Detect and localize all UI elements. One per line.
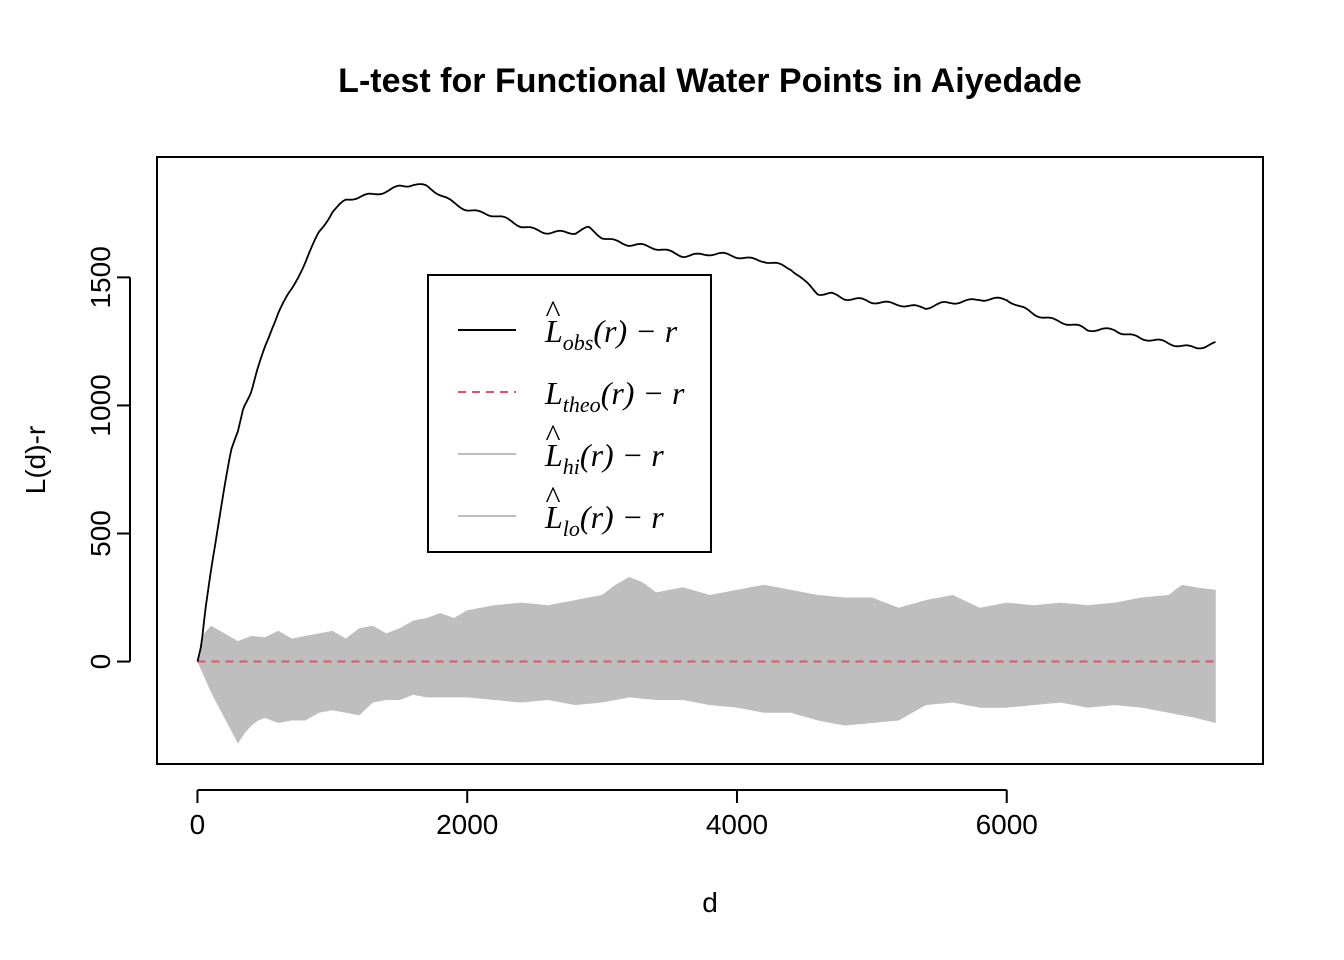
- chart-title: L-test for Functional Water Points in Ai…: [338, 62, 1082, 100]
- envelope-layer: [197, 577, 1216, 744]
- legend-label: Lhi(r) − r: [544, 437, 664, 479]
- series-obs-line: [196, 183, 1216, 662]
- legend-item-theo: Ltheo(r) − r: [458, 375, 685, 417]
- legend-hat-icon: ^: [545, 293, 560, 329]
- y-axis: 0 500 1000 1500: [85, 246, 131, 670]
- y-tick-label: 1500: [85, 246, 116, 308]
- legend-item-hi: Lhi(r) − r^: [458, 417, 664, 479]
- legend-item-obs: Lobs(r) − r^: [458, 293, 678, 355]
- y-tick-label: 0: [85, 654, 116, 670]
- plot-frame: [156, 156, 1264, 765]
- y-tick-label: 1000: [85, 374, 116, 436]
- legend-box: [427, 274, 712, 553]
- legend-label: Llo(r) − r: [544, 499, 664, 541]
- legend-hat-icon: ^: [545, 479, 560, 515]
- legend-item-lo: Llo(r) − r^: [458, 479, 664, 541]
- x-tick-label: 4000: [706, 809, 768, 840]
- y-tick-label: 500: [85, 510, 116, 557]
- x-axis: 0 2000 4000 6000: [190, 789, 1038, 840]
- x-tick-label: 0: [190, 809, 206, 840]
- legend-label: Ltheo(r) − r: [544, 375, 685, 417]
- y-axis-label: L(d)-r: [20, 426, 51, 494]
- series-layer: [196, 183, 1216, 663]
- legend-hat-icon: ^: [545, 417, 560, 453]
- x-tick-label: 6000: [976, 809, 1038, 840]
- x-axis-label: d: [702, 887, 718, 918]
- x-tick-label: 2000: [436, 809, 498, 840]
- legend-label: Lobs(r) − r: [544, 313, 678, 355]
- envelope-band: [197, 577, 1216, 744]
